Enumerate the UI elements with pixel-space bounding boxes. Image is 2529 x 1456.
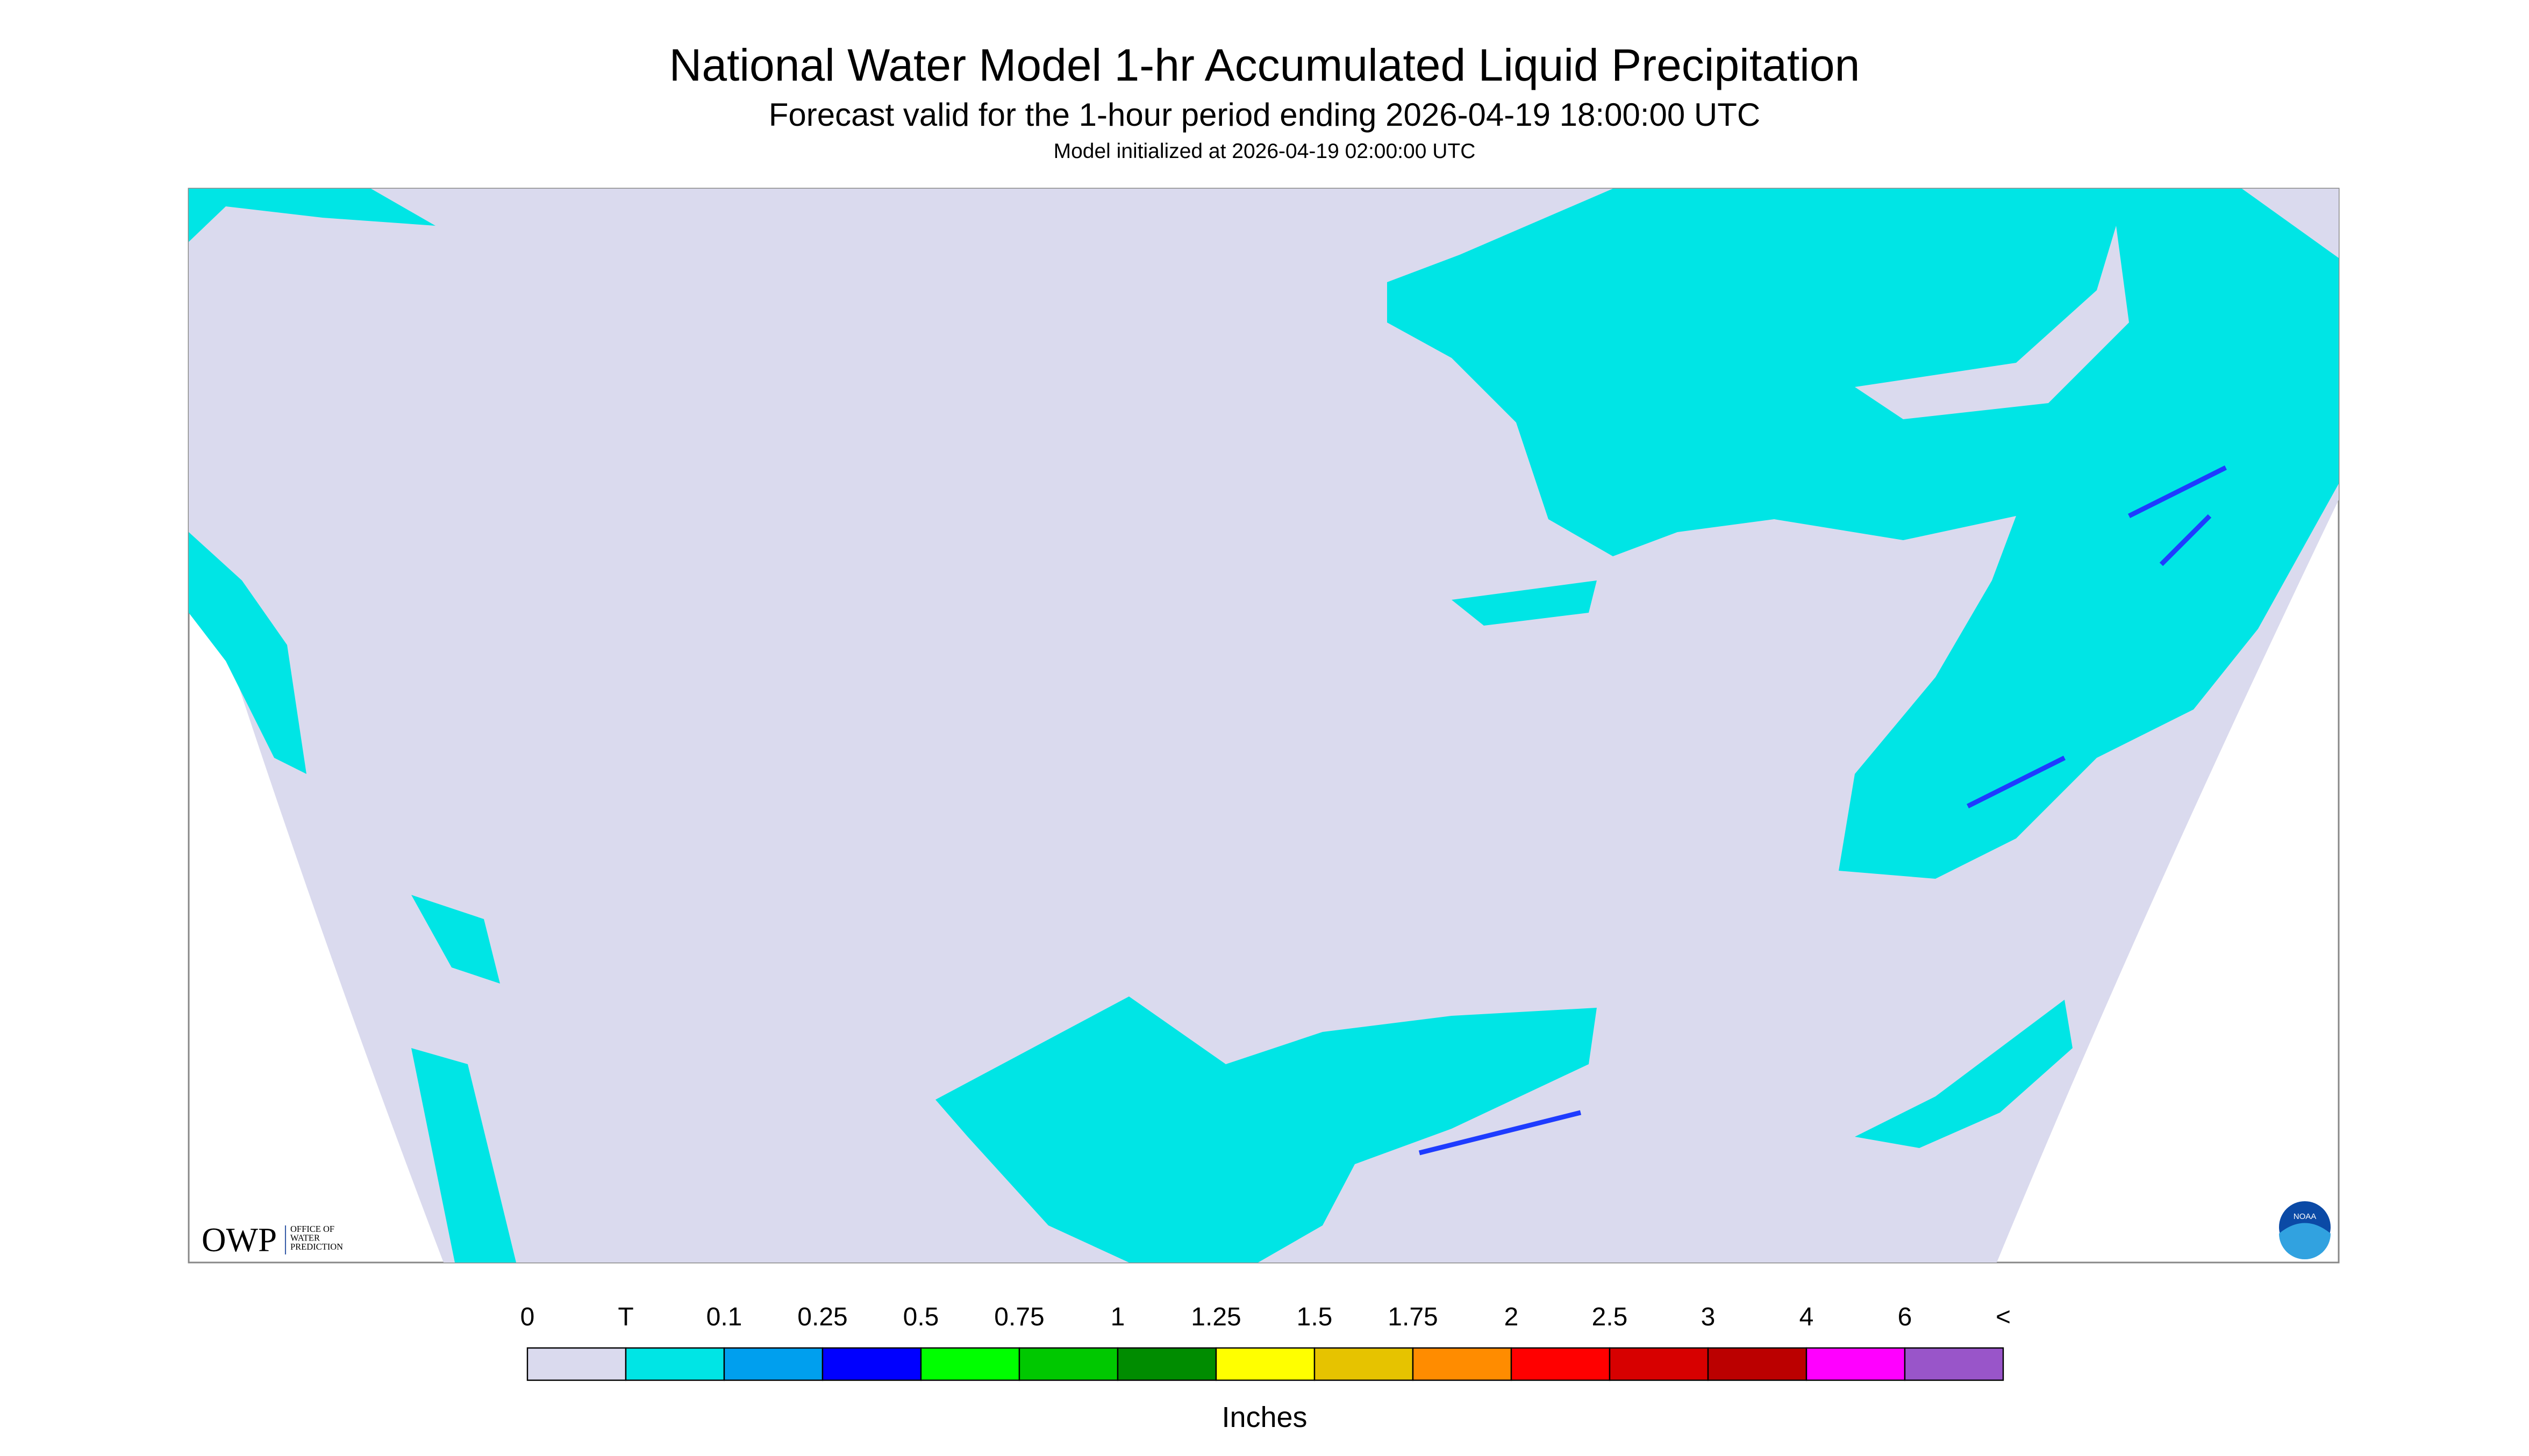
legend-swatch [723, 1347, 824, 1381]
atlantic-rain [1855, 1000, 2073, 1149]
pacific-nw-rain [189, 189, 435, 242]
mexico-rain [411, 1048, 516, 1263]
legend-swatch [920, 1347, 1020, 1381]
legend-label: 1.25 [1191, 1303, 1241, 1331]
precip-areas [189, 189, 2339, 1263]
legend-label: 3 [1701, 1303, 1716, 1331]
legend-swatch [625, 1347, 725, 1381]
legend-label: 0.25 [797, 1303, 847, 1331]
legend-label: 0.1 [706, 1303, 742, 1331]
legend-label: 1 [1111, 1303, 1125, 1331]
legend-label: < [1996, 1303, 2011, 1331]
legend-swatch [1904, 1347, 2004, 1381]
legend-swatch [1313, 1347, 1414, 1381]
legend-label: 2.5 [1592, 1303, 1628, 1331]
logo-line: WATER [290, 1233, 320, 1243]
west-coast-rain [189, 532, 306, 774]
legend-units: Inches [1221, 1401, 1307, 1433]
legend-swatch [1412, 1347, 1512, 1381]
legend-label: 2 [1504, 1303, 1519, 1331]
legend-swatch [821, 1347, 922, 1381]
band [1966, 755, 2066, 809]
legend-swatch [526, 1347, 627, 1381]
band [2127, 465, 2227, 519]
band [1418, 1110, 1582, 1156]
legend-swatch [1215, 1347, 1316, 1381]
legend-label: 1.5 [1297, 1303, 1333, 1331]
legend-label: 0 [520, 1303, 535, 1331]
band [2159, 514, 2212, 566]
logo-line: OFFICE OF [290, 1224, 334, 1234]
legend-swatch [1609, 1347, 1709, 1381]
legend-swatch [1117, 1347, 1217, 1381]
legend-swatch [1018, 1347, 1119, 1381]
legend-label: T [618, 1303, 633, 1331]
init-time: Model initialized at 2026-04-19 02:00:00… [1054, 140, 1476, 163]
noaa-text: NOAA [2294, 1212, 2317, 1221]
legend-swatch [1805, 1347, 1906, 1381]
legend-swatch [1707, 1347, 1808, 1381]
subtitle: Forecast valid for the 1-hour period end… [769, 97, 1760, 133]
title: National Water Model 1-hr Accumulated Li… [669, 40, 1860, 90]
legend-label: 4 [1799, 1303, 1814, 1331]
legend-label: 6 [1898, 1303, 1912, 1331]
lake-rain [1452, 580, 1597, 626]
heavy-bands [1418, 465, 2227, 1156]
legend-label: 0.5 [903, 1303, 939, 1331]
northeast-rain [1387, 189, 2339, 879]
logo-abbr: OWP [202, 1221, 277, 1259]
legend-label: 1.75 [1388, 1303, 1438, 1331]
gulf-rain [935, 996, 1597, 1263]
legend: 0 T 0.1 0.25 0.5 0.75 1 1.25 1.5 1.75 2 2.5 3 4 6 < [520, 1303, 2011, 1381]
baja-rain [411, 895, 500, 984]
legend-label: 0.75 [994, 1303, 1044, 1331]
legend-swatch [1510, 1347, 1611, 1381]
logo-line: PREDICTION [290, 1242, 343, 1252]
noaa-wave [2279, 1223, 2331, 1260]
dry-patch [1855, 226, 2129, 420]
